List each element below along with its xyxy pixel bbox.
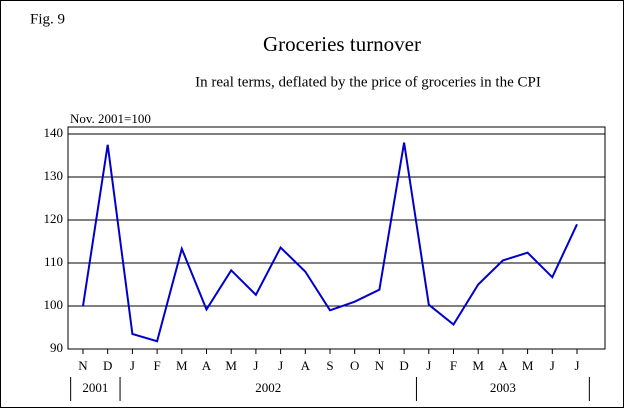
- x-tick-label: J: [278, 358, 283, 373]
- x-tick-label: D: [103, 358, 112, 373]
- y-tick-label: 110: [44, 254, 63, 269]
- chart-subtitle: In real terms, deflated by the price of …: [195, 74, 541, 90]
- x-tick-label: A: [301, 358, 311, 373]
- x-tick-label: S: [326, 358, 333, 373]
- x-tick-label: M: [472, 358, 484, 373]
- x-tick-label: M: [225, 358, 237, 373]
- x-tick-label: J: [426, 358, 431, 373]
- x-tick-label: J: [130, 358, 135, 373]
- x-tick-label: F: [153, 358, 160, 373]
- x-tick-label: F: [450, 358, 457, 373]
- chart-title: Groceries turnover: [263, 32, 421, 56]
- x-tick-label: N: [375, 358, 385, 373]
- year-label: 2001: [82, 380, 108, 395]
- year-label: 2002: [255, 380, 281, 395]
- x-tick-label: N: [78, 358, 88, 373]
- x-tick-label: J: [550, 358, 555, 373]
- y-axis-label: Nov. 2001=100: [70, 111, 151, 126]
- figure-label: Fig. 9: [30, 11, 65, 27]
- x-tick-label: M: [522, 358, 534, 373]
- x-tick-label: M: [176, 358, 188, 373]
- year-label: 2003: [490, 380, 516, 395]
- y-tick-label: 130: [44, 168, 64, 183]
- x-tick-label: J: [574, 358, 579, 373]
- x-tick-label: A: [202, 358, 212, 373]
- x-tick-label: D: [399, 358, 408, 373]
- y-tick-label: 90: [50, 340, 63, 355]
- y-tick-label: 100: [44, 297, 64, 312]
- x-tick-label: A: [498, 358, 508, 373]
- data-line: [82, 142, 578, 343]
- x-tick-label: O: [350, 358, 359, 373]
- y-tick-label: 120: [44, 211, 64, 226]
- x-tick-label: J: [253, 358, 258, 373]
- y-tick-label: 140: [44, 125, 64, 140]
